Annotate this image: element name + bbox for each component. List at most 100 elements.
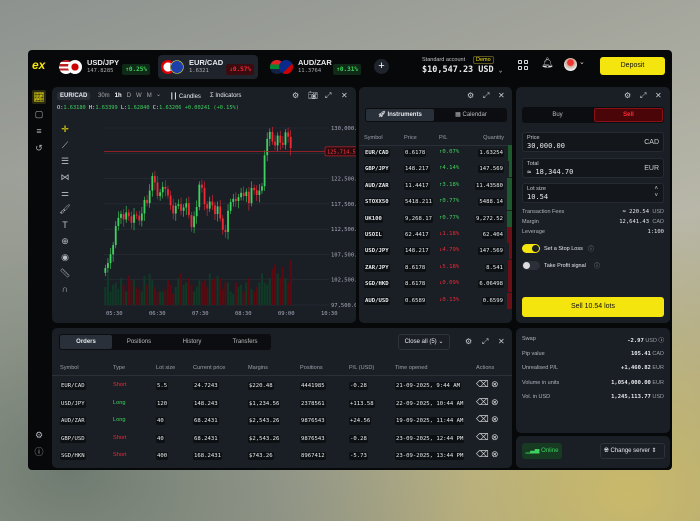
zoom-in-icon[interactable]: ⊕ [61, 236, 69, 246]
info-icon[interactable]: ⓘ [588, 247, 595, 253]
timeframe-D[interactable]: D [126, 93, 132, 99]
add-ticker-button[interactable]: + [374, 59, 389, 74]
close-order-icon[interactable]: ⊗ [491, 431, 499, 442]
order-row[interactable]: AUD/ZAR Long 40 68.2431 $2,543.26 9876543 +24.… [52, 412, 512, 429]
price-field[interactable]: Price 30,000.00 CAD [522, 132, 664, 152]
edit-icon[interactable]: ⌫ [476, 431, 489, 442]
column-header: Margins [248, 365, 268, 371]
brush-icon[interactable]: 🖌︎ [59, 204, 71, 214]
text-icon[interactable]: T [62, 220, 68, 230]
instrument-row[interactable]: UK100 9,268.17 ↑0.77% 9,272.52 [359, 210, 512, 227]
edit-icon[interactable]: ⌫ [476, 396, 489, 407]
parallel-lines-icon[interactable]: ☰ [60, 156, 70, 166]
instrument-row[interactable]: USD/JPY 148.217 ↓4.79% 147.569 [359, 243, 512, 260]
timeframe-1h[interactable]: 1h [114, 93, 122, 99]
close-icon[interactable]: ✕ [498, 91, 505, 100]
magnet-icon[interactable]: ∩ [61, 284, 69, 294]
gear-icon[interactable]: ⚙ [34, 430, 44, 440]
history-icon[interactable]: ↺ [35, 143, 43, 153]
apps-grid-icon[interactable] [518, 60, 528, 70]
sell-submit-button[interactable]: Sell 10.54 lots [522, 297, 664, 317]
order-row[interactable]: GBP/USD Short 40 68.2431 $2,543.26 9876543 -0.… [52, 430, 512, 447]
total-field[interactable]: Total ≈ 18,344.70 EUR [522, 158, 664, 178]
instrument-row[interactable]: SGD/HKD 8.6178 ↓0.09% 6.06498 [359, 276, 512, 293]
order-row[interactable]: SGD/HKN Short 400 168.2431 $743.26 8967412 -5.… [52, 447, 512, 464]
settings-icon[interactable]: ⚙ [465, 337, 473, 346]
candles-button[interactable]: ┃┃ Candles [170, 93, 201, 100]
expand-icon[interactable]: ⤢ [640, 91, 647, 100]
take-profit-toggle[interactable] [522, 261, 540, 270]
close-order-icon[interactable]: ⊗ [491, 414, 499, 424]
eye-icon[interactable]: ◉ [61, 252, 69, 262]
instrument-row[interactable]: ZAR/JPY 8.6178 ↓5.18% 8.541 [359, 259, 512, 276]
indicators-button[interactable]: Σ Indicators [210, 93, 241, 99]
avatar[interactable] [564, 58, 577, 71]
instrument-price: 148.217 [404, 165, 430, 174]
close-icon[interactable]: ✕ [341, 91, 348, 100]
edit-icon[interactable]: ⌫ [476, 449, 489, 459]
tab-instruments[interactable]: 🚀︎ Instruments [366, 109, 434, 121]
instrument-pl: ↑0.07% [439, 149, 460, 155]
instrument-row[interactable]: AUD/USD 0.6589 ↓0.13% 0.6599 [359, 292, 512, 309]
order-row[interactable]: EUR/CAD Short 5.5 24.7243 $220.48 4441985 -0.2… [52, 377, 512, 394]
instrument-row[interactable]: GBP/JPY 148.217 ↑4.14% 147.569 [359, 161, 512, 178]
order-row[interactable]: USD/JPY Long 120 148.243 $1,234.56 2378561 +11… [52, 395, 512, 412]
settings-icon[interactable]: ⚙ [624, 91, 632, 100]
document-list-icon[interactable]: ≡ [36, 126, 42, 136]
crosshair-icon[interactable]: ✛ [61, 124, 69, 134]
expand-icon[interactable]: ⤢ [482, 337, 489, 346]
instrument-row[interactable]: STOXX50 5418.211 ↑0.77% 5488.14 [359, 194, 512, 211]
order-position: 8967412 [300, 452, 326, 460]
tab-history[interactable]: History [182, 339, 202, 345]
close-order-icon[interactable]: ⊗ [491, 449, 499, 459]
timeframe-M[interactable]: M [146, 93, 152, 99]
pattern-icon[interactable]: ⋈ [60, 172, 70, 182]
trendline-icon[interactable]: ⟋ [61, 140, 69, 150]
change-server-select[interactable]: 🌐︎ Change server ⇕ [600, 443, 665, 459]
settings-icon[interactable]: ⚙ [292, 91, 300, 100]
expand-icon[interactable]: ⤢ [483, 91, 490, 100]
chevron-down-icon[interactable]: ⌄ [156, 92, 162, 98]
expand-icon[interactable]: ⤢ [325, 91, 332, 100]
tab-positions[interactable]: Positions [126, 339, 152, 345]
instrument-row[interactable]: AUD/ZAR 11.4417 ↑3.18% 11.43580 [359, 177, 512, 194]
camera-icon[interactable]: 📷︎ [308, 91, 319, 100]
close-order-icon[interactable]: ⊗ [491, 396, 499, 407]
tab-calendar[interactable]: ▦ Calendar [455, 112, 487, 118]
ticker-usd-jpy[interactable]: USD/JPY 147.8285 ↑0.25% [56, 55, 154, 79]
settings-icon[interactable]: ⚙ [467, 91, 475, 100]
stepper-arrows-icon[interactable]: ˄ ˅ [654, 186, 658, 199]
sell-tab[interactable]: Sell [594, 108, 663, 122]
online-status[interactable]: ▁▃▅ Online [522, 443, 562, 459]
tab-orders[interactable]: Orders [60, 335, 112, 349]
sliders-icon[interactable]: ⚌ [60, 188, 70, 198]
help-icon[interactable]: ⓘ [34, 447, 44, 457]
instrument-row[interactable]: EUR/CAD 0.6178 ↑0.07% 1.63254 [359, 145, 512, 161]
ruler-icon[interactable]: 📏︎ [59, 268, 71, 278]
timeframe-30m[interactable]: 30m [98, 93, 110, 99]
ticker-eur-cad[interactable]: EUR/CAD 1.6321 ↓0.57% [158, 55, 258, 79]
bell-icon[interactable]: 🔔︎ [541, 58, 554, 69]
account-balance[interactable]: $10,547.23 USD ⌄ [422, 65, 502, 75]
stop-loss-toggle[interactable] [522, 244, 540, 253]
tab-transfers[interactable]: Transfers [232, 339, 258, 345]
deposit-button[interactable]: Deposit [600, 57, 665, 75]
chart-symbol[interactable]: EUR/CAD [57, 92, 91, 100]
instrument-row[interactable]: USOIL 62.4417 ↓1.18% 62.404 [359, 227, 512, 243]
info-icon[interactable]: ⓘ [594, 264, 601, 270]
timeframe-W[interactable]: W [136, 93, 142, 99]
book-icon[interactable]: ▢ [34, 109, 44, 119]
lot-size-stepper[interactable]: Lot size 10.54 ˄ ˅ [522, 183, 664, 203]
close-order-icon[interactable]: ⊗ [491, 379, 499, 389]
buy-tab[interactable]: Buy [552, 112, 563, 118]
close-icon[interactable]: ✕ [655, 91, 662, 100]
ticker-aud-zar[interactable]: AUD/ZAR 11.3764 ↑0.31% [267, 55, 365, 79]
edit-icon[interactable]: ⌫ [476, 414, 489, 424]
order-margin: $2,543.26 [248, 417, 281, 425]
edit-icon[interactable]: ⌫ [476, 379, 489, 389]
close-icon[interactable]: ✕ [498, 337, 505, 346]
info-icon[interactable]: ⓘ [658, 338, 664, 344]
price-chart[interactable]: 130,000.00 122,500.00 117,500.00 112,500.00… [52, 87, 356, 323]
chart-icon[interactable]: 📈︎ [32, 90, 46, 104]
close-all-dropdown[interactable]: Close all (5) ⌄ [398, 334, 450, 350]
